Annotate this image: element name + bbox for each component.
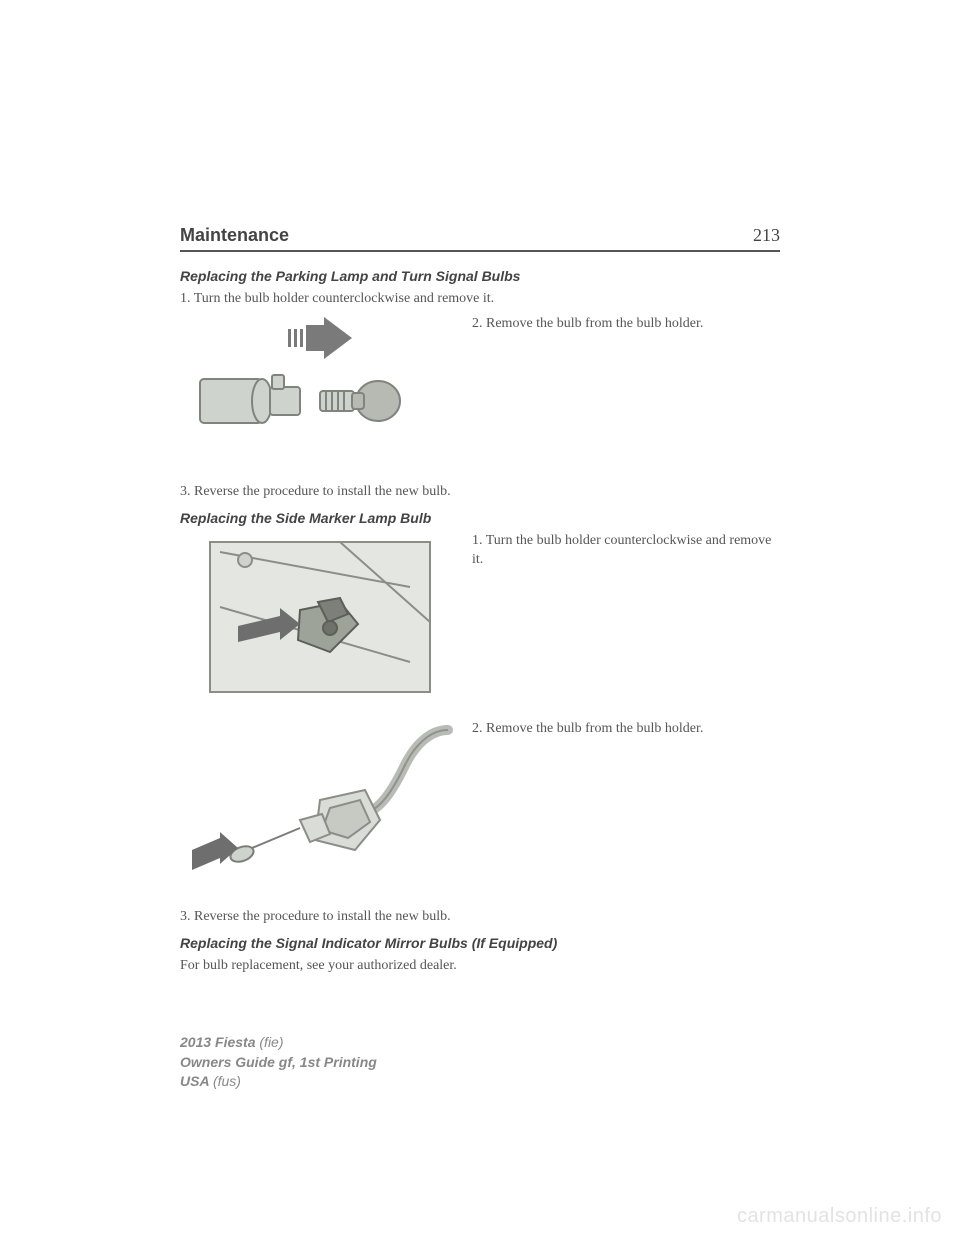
section-2-step-1: 1. Turn the bulb holder counterclockwise… [460, 532, 780, 702]
watermark-text: carmanualsonline.info [737, 1205, 942, 1228]
section-2-step-2: 2. Remove the bulb from the bulb holder. [460, 720, 780, 890]
figure-1-block: 2. Remove the bulb from the bulb holder. [180, 315, 780, 465]
footer-line-1: 2013 Fiesta (fie) [180, 1033, 377, 1053]
figure-2-block: 1. Turn the bulb holder counterclockwise… [180, 532, 780, 702]
figure-side-marker-icon [180, 532, 460, 702]
section-1-step-3: 3. Reverse the procedure to install the … [180, 483, 780, 502]
section-1-step-2: 2. Remove the bulb from the bulb holder. [460, 315, 780, 465]
section-1-title: Replacing the Parking Lamp and Turn Sign… [180, 268, 780, 284]
figure-bulb-holder-icon [180, 315, 460, 465]
section-heading: Maintenance [180, 225, 289, 246]
figure-3-block: 2. Remove the bulb from the bulb holder. [180, 720, 780, 890]
footer-region: USA [180, 1073, 209, 1089]
footer-region-code: (fus) [213, 1073, 241, 1089]
footer-model: 2013 Fiesta [180, 1034, 256, 1050]
page-number: 213 [753, 225, 780, 246]
section-3-body: For bulb replacement, see your authorize… [180, 957, 780, 976]
figure-bulb-removal-icon [180, 720, 460, 890]
footer-line-3: USA (fus) [180, 1072, 377, 1092]
footer-model-code: (fie) [259, 1034, 283, 1050]
section-3-title: Replacing the Signal Indicator Mirror Bu… [180, 935, 780, 951]
page-footer: 2013 Fiesta (fie) Owners Guide gf, 1st P… [180, 1033, 377, 1092]
section-2-step-3: 3. Reverse the procedure to install the … [180, 908, 780, 927]
section-1-step-1: 1. Turn the bulb holder counterclockwise… [180, 290, 780, 309]
page-header: Maintenance 213 [180, 225, 780, 252]
page-content: Maintenance 213 Replacing the Parking La… [180, 225, 780, 982]
section-2-title: Replacing the Side Marker Lamp Bulb [180, 510, 780, 526]
footer-line-2: Owners Guide gf, 1st Printing [180, 1053, 377, 1073]
